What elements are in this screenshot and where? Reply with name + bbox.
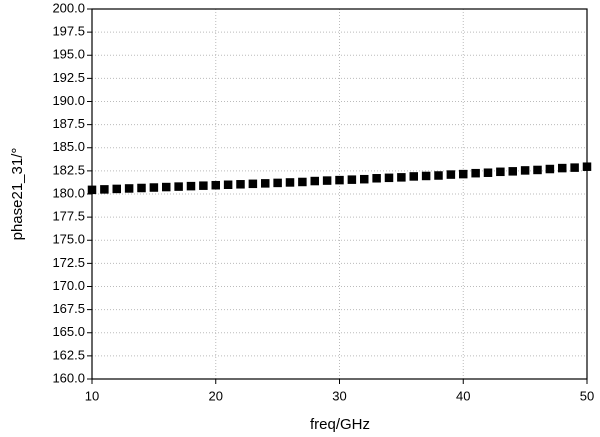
marker (322, 176, 332, 185)
x-tick-label: 40 (456, 388, 470, 403)
marker (459, 169, 468, 179)
x-tick-label: 30 (332, 388, 346, 403)
y-tick-label: 197.5 (52, 24, 85, 39)
marker (570, 163, 579, 172)
y-tick-label: 175.0 (52, 232, 85, 247)
y-tick-label: 187.5 (52, 116, 85, 131)
marker (223, 180, 233, 189)
marker (582, 162, 592, 171)
x-axis-title: freq/GHz (310, 416, 370, 433)
marker (112, 184, 121, 194)
marker (434, 171, 443, 180)
marker (261, 179, 270, 188)
marker (310, 176, 319, 186)
y-tick-label: 185.0 (52, 139, 85, 154)
y-tick-label: 162.5 (52, 347, 85, 362)
marker (285, 178, 295, 187)
marker (174, 182, 183, 191)
y-tick-label: 180.0 (52, 185, 85, 200)
y-tick-label: 172.5 (52, 255, 85, 270)
x-tick-label: 20 (209, 388, 223, 403)
marker (372, 174, 381, 183)
marker (446, 170, 456, 179)
marker (100, 185, 109, 194)
marker (397, 173, 406, 182)
marker (421, 171, 431, 181)
marker (384, 173, 394, 183)
marker (520, 166, 530, 175)
y-axis-title: phase21_31/° (9, 148, 26, 241)
marker (558, 163, 567, 173)
marker (545, 164, 555, 174)
y-tick-label: 195.0 (52, 47, 85, 62)
y-tick-label: 160.0 (52, 370, 85, 385)
marker (508, 167, 517, 176)
y-tick-label: 170.0 (52, 278, 85, 293)
marker (186, 181, 196, 191)
marker (162, 182, 171, 192)
marker (335, 175, 344, 185)
marker (149, 183, 159, 192)
marker (483, 168, 493, 177)
marker (124, 184, 134, 193)
marker (496, 167, 505, 177)
x-tick-label: 10 (85, 388, 99, 403)
marker (137, 183, 146, 193)
marker (409, 172, 418, 181)
marker (236, 180, 245, 189)
marker (273, 178, 282, 188)
y-tick-label: 192.5 (52, 70, 85, 85)
x-tick-label: 50 (580, 388, 594, 403)
y-tick-label: 182.5 (52, 162, 85, 177)
y-tick-label: 177.5 (52, 209, 85, 224)
marker (248, 179, 258, 189)
marker (199, 181, 208, 190)
y-tick-label: 165.0 (52, 324, 85, 339)
marker (298, 177, 307, 187)
marker (347, 175, 357, 184)
marker (360, 174, 369, 184)
y-tick-label: 167.5 (52, 301, 85, 316)
marker (87, 185, 97, 195)
marker (533, 165, 542, 175)
y-tick-label: 190.0 (52, 93, 85, 108)
marker (471, 168, 480, 178)
y-tick-label: 200.0 (52, 0, 85, 15)
marker (211, 180, 220, 190)
